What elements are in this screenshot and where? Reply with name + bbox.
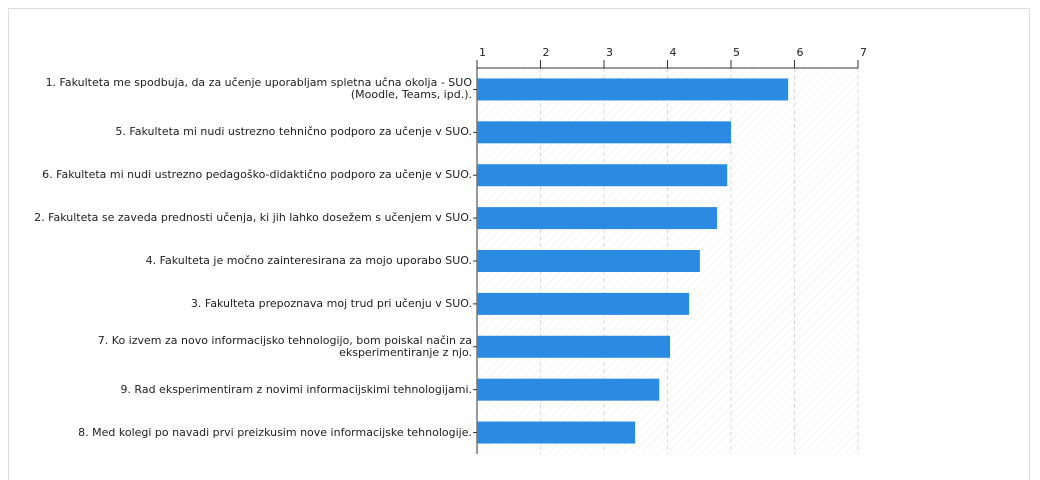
y-tick-label: 9. Rad eksperimentiram z novimi informac… [120, 382, 472, 396]
y-tick-label: 1. Fakulteta me spodbuja, da za učenje u… [45, 76, 472, 102]
bar [477, 78, 789, 101]
panel-frame [8, 8, 1030, 480]
x-tick-label: 3 [606, 46, 613, 59]
bar [477, 250, 700, 272]
bar [477, 335, 671, 358]
bar [477, 378, 660, 401]
y-tick-label: 2. Fakulteta se zaveda prednosti učenja,… [34, 211, 472, 225]
x-tick-label: 5 [733, 46, 740, 59]
y-tick-label: 4. Fakulteta je močno zainteresirana za … [145, 254, 472, 267]
bar [477, 421, 636, 444]
x-tick-label: 2 [543, 46, 550, 59]
bar [477, 292, 690, 315]
y-tick-label: 3. Fakulteta prepoznava moj trud pri uče… [190, 296, 472, 310]
x-tick-label: 7 [860, 46, 867, 59]
x-tick-label: 1 [479, 46, 486, 59]
y-tick-label: 8. Med kolegi po navadi prvi preizkusim … [78, 425, 472, 439]
y-tick-label: 6. Fakulteta mi nudi ustrezno pedagoško-… [42, 168, 472, 182]
y-tick-label: 7. Ko izvem za novo informacijsko tehnol… [97, 333, 472, 359]
bar [477, 121, 731, 144]
x-tick-label: 6 [797, 46, 804, 59]
y-tick-label: 5. Fakulteta mi nudi ustrezno tehnično p… [115, 125, 472, 139]
bar [477, 207, 718, 230]
bar [477, 164, 728, 187]
x-tick-label: 4 [670, 46, 677, 59]
